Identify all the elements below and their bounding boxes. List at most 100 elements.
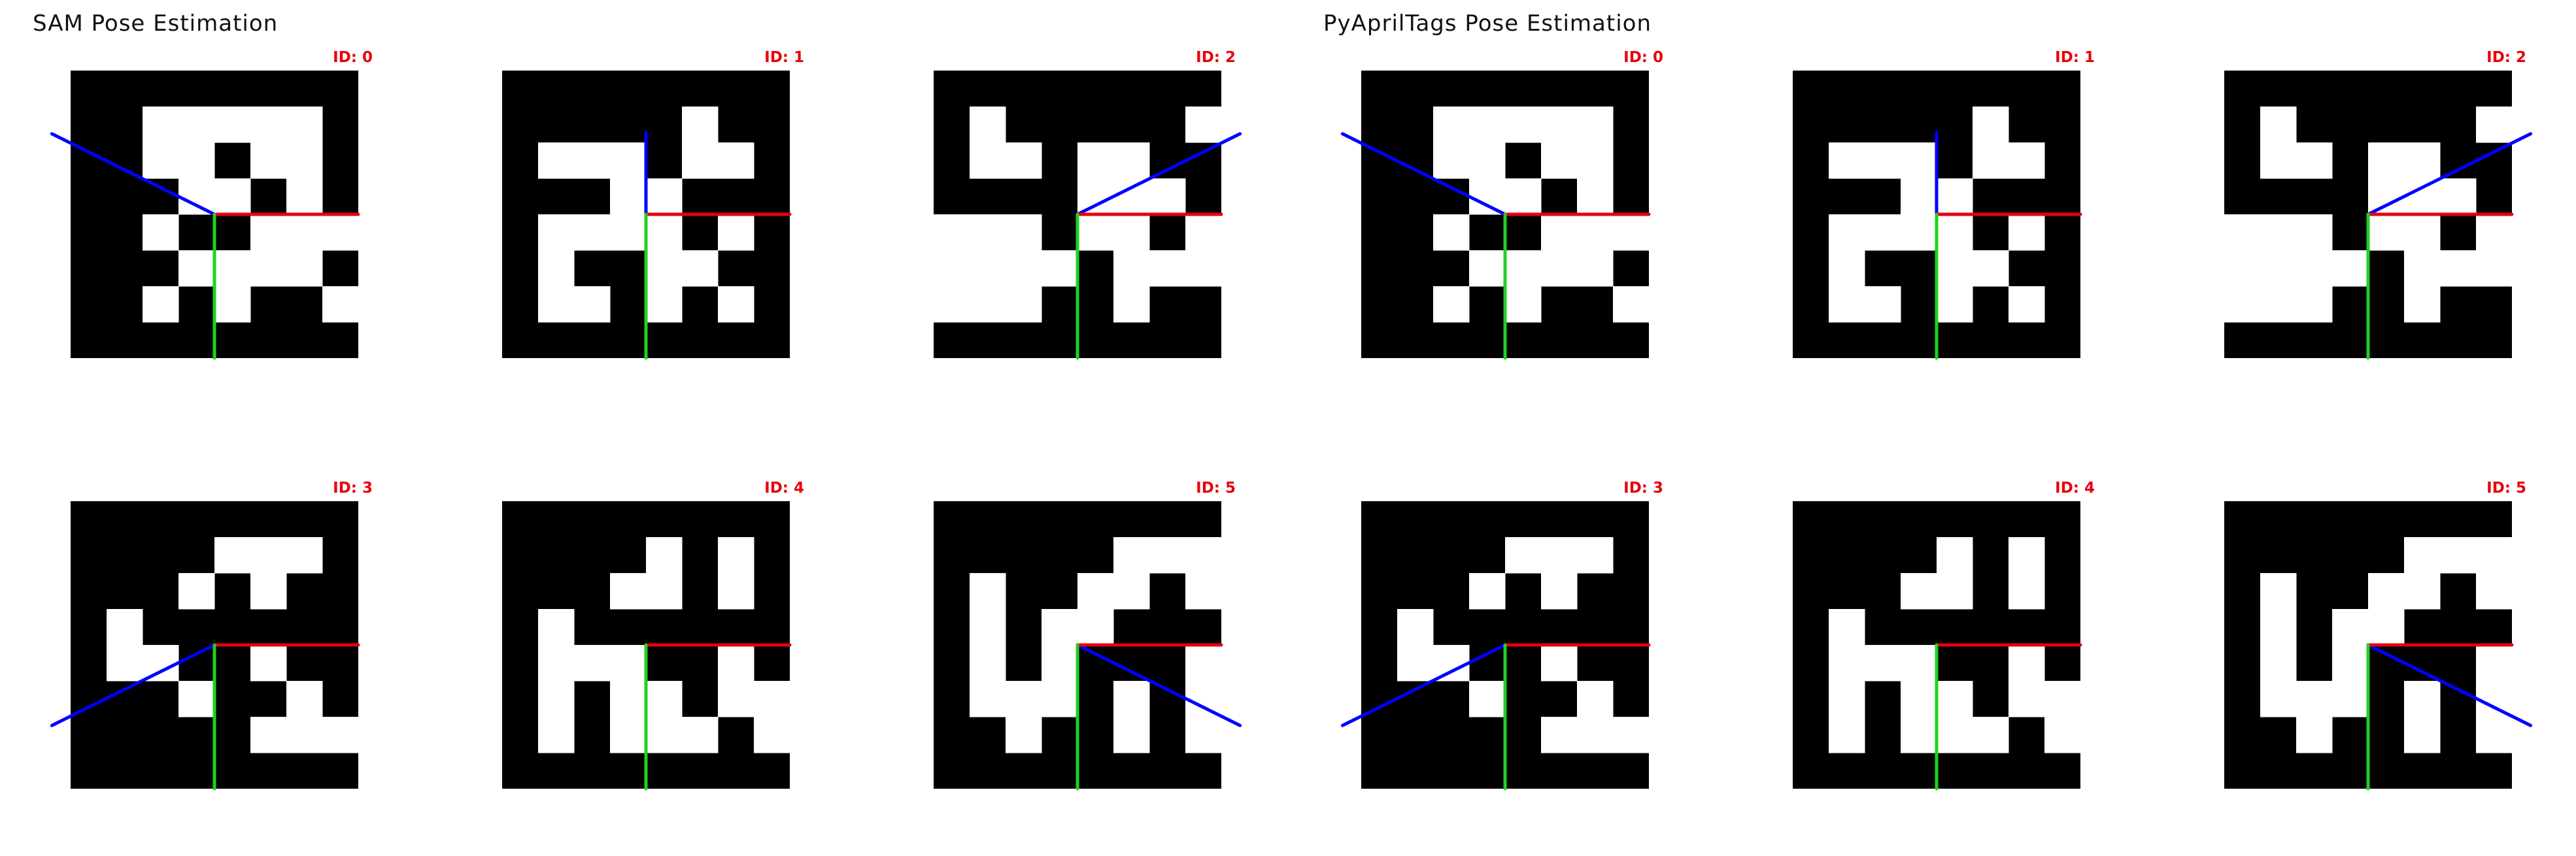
tag-white-module bbox=[2404, 717, 2441, 753]
tag-white-module bbox=[1901, 717, 1937, 753]
tag-white-module bbox=[970, 645, 1006, 682]
tag-white-module bbox=[538, 214, 575, 251]
tag-white-module bbox=[2224, 286, 2261, 323]
z-axis-line bbox=[1340, 132, 1507, 216]
tag-white-module bbox=[143, 142, 179, 179]
tag-id-label: ID: 4 bbox=[2055, 480, 2095, 497]
tag-white-module bbox=[934, 250, 970, 287]
apriltag-cell: ID: 5 bbox=[934, 480, 1242, 791]
tag-id-label: ID: 2 bbox=[2486, 49, 2526, 66]
tag-white-module bbox=[574, 286, 611, 323]
tag-white-module bbox=[1433, 286, 1470, 323]
tag-white-module bbox=[1469, 107, 1506, 143]
tag-white-module bbox=[1042, 645, 1078, 682]
tag-id-label: ID: 3 bbox=[333, 480, 373, 497]
apriltag-cell: ID: 3 bbox=[50, 480, 373, 791]
tag-white-module bbox=[2404, 681, 2441, 717]
tag-white-module bbox=[1006, 214, 1042, 251]
tag-white-module bbox=[1613, 717, 1650, 753]
tag-white-module bbox=[970, 573, 1006, 610]
tag-white-module bbox=[1937, 214, 1973, 251]
apriltag-cell: ID: 3 bbox=[1340, 480, 1663, 791]
z-axis-line bbox=[2366, 643, 2533, 727]
tag-white-module bbox=[1865, 286, 1901, 323]
tag-white-module bbox=[250, 142, 287, 179]
z-axis-line bbox=[50, 643, 216, 727]
tag-white-module bbox=[2368, 573, 2405, 610]
tag-white-module bbox=[1469, 142, 1506, 179]
tag-white-module bbox=[143, 286, 179, 323]
tag-white-module bbox=[646, 178, 683, 215]
tag-white-module bbox=[574, 645, 611, 682]
apriltag-image bbox=[502, 501, 792, 791]
tag-white-module bbox=[970, 250, 1006, 287]
apriltag-image bbox=[1340, 71, 1651, 360]
apriltag-image bbox=[502, 71, 792, 360]
tag-white-module bbox=[1185, 214, 1222, 251]
tag-white-module bbox=[610, 573, 647, 610]
tag-white-module bbox=[610, 645, 647, 682]
tag-white-module bbox=[143, 645, 179, 682]
tag-white-module bbox=[1149, 178, 1186, 215]
tag-id-label: ID: 5 bbox=[2486, 480, 2526, 497]
tag-white-module bbox=[250, 717, 287, 753]
apriltag-cell: ID: 1 bbox=[1793, 49, 2095, 360]
tag-white-module bbox=[214, 107, 251, 143]
tag-white-module bbox=[178, 681, 215, 717]
tag-white-module bbox=[754, 717, 790, 753]
tag-white-module bbox=[1006, 142, 1042, 179]
tag-white-module bbox=[1505, 107, 1542, 143]
tag-white-module bbox=[538, 681, 575, 717]
tag-white-module bbox=[1829, 286, 1865, 323]
tag-white-module bbox=[538, 717, 575, 753]
tag-white-module bbox=[610, 681, 647, 717]
tag-white-module bbox=[143, 214, 179, 251]
tag-white-module bbox=[1077, 573, 1114, 610]
tag-white-module bbox=[1469, 573, 1506, 610]
tag-white-module bbox=[970, 142, 1006, 179]
tag-white-module bbox=[1937, 681, 1973, 717]
tag-white-module bbox=[1505, 178, 1542, 215]
tag-white-module bbox=[2440, 178, 2477, 215]
tag-white-module bbox=[1113, 142, 1150, 179]
tag-id-label: ID: 4 bbox=[764, 480, 804, 497]
tag-white-module bbox=[1433, 214, 1470, 251]
tag-white-module bbox=[1577, 250, 1614, 287]
tag-white-module bbox=[214, 537, 251, 574]
tag-white-module bbox=[2332, 681, 2369, 717]
tag-white-module bbox=[250, 214, 287, 251]
tag-white-module bbox=[1973, 107, 2009, 143]
tag-white-module bbox=[1937, 717, 1973, 753]
tag-white-module bbox=[1397, 645, 1434, 682]
tag-white-module bbox=[2008, 537, 2045, 574]
tag-white-module bbox=[286, 250, 323, 287]
pyapriltags-panel-title: PyAprilTags Pose Estimation bbox=[1323, 10, 1652, 37]
tag-white-module bbox=[1006, 717, 1042, 753]
tag-white-module bbox=[178, 573, 215, 610]
tag-white-module bbox=[1113, 573, 1150, 610]
tag-white-module bbox=[2332, 609, 2369, 646]
apriltag-image bbox=[934, 71, 1242, 360]
tag-white-module bbox=[2008, 214, 2045, 251]
tag-white-module bbox=[1469, 250, 1506, 287]
tag-white-module bbox=[718, 286, 754, 323]
tag-white-module bbox=[1541, 537, 1578, 574]
sam-panel-title: SAM Pose Estimation bbox=[33, 10, 279, 37]
tag-white-module bbox=[1113, 214, 1150, 251]
tag-white-module bbox=[107, 609, 143, 646]
tag-white-module bbox=[1006, 681, 1042, 717]
tag-white-module bbox=[2368, 609, 2405, 646]
tag-white-module bbox=[970, 286, 1006, 323]
tag-white-module bbox=[1077, 178, 1114, 215]
tag-white-module bbox=[1577, 717, 1614, 753]
apriltag-cell: ID: 2 bbox=[934, 49, 1242, 360]
tag-white-module bbox=[538, 142, 575, 179]
tag-white-module bbox=[143, 107, 179, 143]
tag-white-module bbox=[2368, 214, 2405, 251]
z-axis-line bbox=[50, 132, 216, 216]
z-axis-line bbox=[2366, 132, 2533, 216]
tag-id-label: ID: 2 bbox=[1196, 49, 1236, 66]
apriltag-cell: ID: 1 bbox=[502, 49, 804, 360]
tag-white-module bbox=[2440, 250, 2477, 287]
tag-white-module bbox=[2476, 214, 2513, 251]
